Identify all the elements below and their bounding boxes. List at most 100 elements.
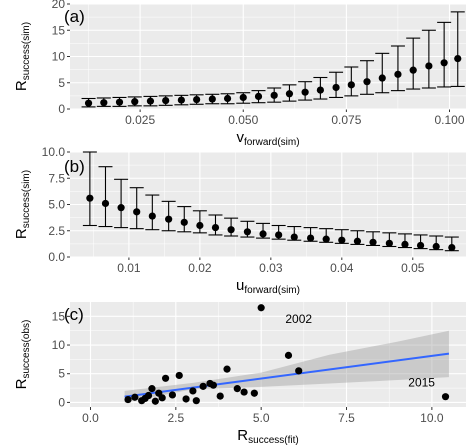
x-axis-title-sub: success(fit)	[248, 435, 299, 446]
data-point	[100, 99, 108, 107]
data-point	[86, 194, 94, 202]
data-point	[146, 97, 155, 105]
error-bar	[114, 178, 129, 229]
data-point	[209, 381, 217, 389]
error-bar	[450, 11, 465, 87]
x-tick-label: 0.04	[330, 261, 354, 275]
y-axis-title-main: R	[13, 80, 30, 91]
data-point	[101, 199, 110, 208]
data-point	[290, 233, 298, 241]
panel-background	[70, 302, 466, 407]
data-point	[301, 88, 309, 96]
y-tick-label: 10	[52, 338, 66, 352]
y-tick-label: 0	[58, 102, 65, 116]
x-axis-title-sub: forward(sim)	[244, 285, 300, 296]
error-bar	[390, 45, 405, 92]
panel-label: (b)	[64, 157, 85, 176]
data-point	[117, 204, 125, 212]
data-point	[401, 240, 409, 248]
error-bar	[145, 194, 160, 231]
data-point	[425, 62, 433, 70]
error-bar	[98, 166, 113, 228]
data-point	[161, 374, 170, 382]
y-tick-label: 0	[58, 395, 65, 409]
error-bar	[421, 29, 436, 89]
data-point	[196, 221, 204, 230]
x-tick-label: 0.025	[125, 113, 155, 127]
data-point	[416, 241, 425, 250]
x-tick-label: 5.0	[253, 411, 270, 425]
data-point	[165, 215, 173, 223]
y-tick-label: 7.5	[48, 171, 65, 185]
data-point	[363, 78, 371, 86]
error-bar	[129, 187, 144, 230]
data-point	[454, 55, 462, 63]
data-point	[151, 397, 159, 405]
data-point	[223, 94, 232, 103]
data-point	[199, 382, 207, 390]
x-axis-title-main: v	[236, 129, 244, 146]
error-bar	[360, 60, 374, 95]
data-point	[158, 394, 166, 402]
data-point	[440, 59, 448, 67]
x-tick-label: 0.05	[401, 261, 425, 275]
x-axis-title-main: u	[236, 277, 244, 294]
panel-label: (c)	[64, 305, 84, 324]
data-point	[175, 371, 183, 380]
panel-label: (a)	[64, 7, 85, 26]
x-tick-label: 10.0	[420, 411, 444, 425]
y-tick-label: 10.0	[42, 145, 66, 159]
error-bar	[192, 210, 207, 234]
data-point	[133, 208, 141, 216]
data-point	[144, 391, 153, 400]
data-point	[223, 365, 231, 373]
x-tick-label: 0.03	[259, 261, 283, 275]
data-point	[84, 99, 93, 107]
y-tick-label: 2.5	[48, 224, 65, 238]
data-point	[240, 388, 248, 396]
data-point	[131, 98, 139, 106]
y-axis-title: Rsuccess(sim)	[13, 170, 32, 239]
data-point	[378, 74, 386, 82]
data-point	[385, 239, 393, 247]
data-point	[239, 93, 247, 102]
x-axis-title: uforward(sim)	[236, 277, 300, 296]
y-tick-label: 5	[58, 367, 65, 381]
data-point	[115, 98, 124, 106]
data-point	[233, 385, 241, 393]
y-tick-label: 5.0	[48, 198, 65, 212]
x-tick-label: 2.5	[167, 411, 184, 425]
data-point	[409, 66, 417, 74]
data-point	[243, 228, 252, 236]
data-point	[216, 392, 224, 400]
error-bar	[82, 151, 97, 227]
data-point	[227, 226, 235, 234]
y-axis-title-sub: success(sim)	[21, 22, 32, 80]
data-point	[338, 236, 346, 244]
data-point	[182, 395, 190, 403]
y-tick-label: 15	[52, 23, 66, 37]
data-point	[131, 393, 139, 401]
x-axis-title-sub: forward(sim)	[244, 137, 300, 148]
y-tick-label: 15	[52, 309, 66, 323]
x-tick-label: 7.5	[338, 411, 355, 425]
data-point	[322, 235, 330, 243]
data-point	[254, 92, 263, 100]
data-point	[257, 304, 265, 312]
data-point	[177, 96, 185, 104]
y-axis-title: Rsuccess(obs)	[13, 320, 32, 390]
data-point	[124, 395, 132, 404]
data-point	[285, 90, 294, 98]
data-point	[284, 351, 293, 359]
error-bar	[406, 37, 421, 90]
y-tick-label: 0.0	[48, 250, 65, 264]
error-bar	[375, 52, 390, 94]
data-point	[168, 391, 177, 399]
data-point	[369, 238, 377, 246]
annotation-label: 2002	[285, 312, 312, 326]
data-point	[332, 83, 340, 92]
annotation-label: 2015	[408, 375, 435, 389]
data-point	[189, 387, 197, 395]
data-point	[353, 237, 362, 245]
